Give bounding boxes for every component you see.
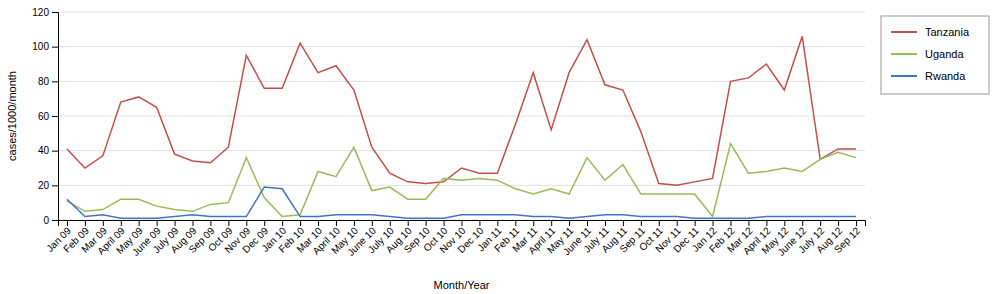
- x-tick-mark: [462, 220, 463, 226]
- plot-area: [67, 36, 856, 218]
- y-tick: 0: [43, 215, 58, 226]
- x-tick-mark: [731, 220, 732, 226]
- x-tick-mark: [193, 220, 194, 226]
- x-tick: Sep 12: [832, 220, 862, 255]
- x-tick-mark: [210, 220, 211, 226]
- series-line: [67, 187, 856, 218]
- legend-item: Rwanda: [891, 70, 966, 82]
- y-axis-title: cases/1000/month: [6, 71, 18, 161]
- x-tick-mark: [300, 220, 301, 226]
- x-tick-mark: [408, 220, 409, 226]
- x-tick-mark: [695, 220, 696, 226]
- x-tick-mark: [246, 220, 247, 226]
- legend-item: Tanzania: [891, 26, 970, 38]
- legend-item: Uganda: [891, 48, 964, 60]
- x-tick-mark: [67, 220, 68, 226]
- y-tick-mark: [52, 116, 58, 117]
- x-tick-mark: [318, 220, 319, 226]
- legend-label: Uganda: [925, 48, 964, 60]
- y-tick-mark: [52, 220, 58, 221]
- y-tick: 40: [38, 145, 58, 156]
- x-tick-mark: [121, 220, 122, 226]
- x-tick-mark: [372, 220, 373, 226]
- y-tick-label: 100: [32, 41, 49, 52]
- y-axis: 0 20 40 60 80 100 120: [32, 7, 58, 226]
- grid-line: [58, 46, 865, 47]
- x-tick-mark: [659, 220, 660, 226]
- x-tick-mark: [551, 220, 552, 226]
- x-tick-mark: [354, 220, 355, 226]
- legend-swatch: [891, 53, 917, 55]
- x-tick-mark: [103, 220, 104, 226]
- x-tick-mark: [677, 220, 678, 226]
- y-tick-label: 60: [38, 111, 50, 122]
- x-tick-mark: [139, 220, 140, 226]
- y-tick: 80: [38, 76, 58, 87]
- x-tick-mark: [623, 220, 624, 226]
- y-tick-label: 20: [38, 180, 50, 191]
- x-tick-mark: [282, 220, 283, 226]
- x-tick-mark: [336, 220, 337, 226]
- x-tick-mark: [479, 220, 480, 226]
- y-tick: 120: [32, 7, 58, 18]
- y-tick-mark: [52, 151, 58, 152]
- y-tick-mark: [52, 185, 58, 186]
- x-tick-mark: [856, 220, 857, 226]
- legend-label: Rwanda: [925, 70, 966, 82]
- grid-line: [58, 81, 865, 82]
- y-axis-line: [52, 13, 59, 221]
- y-tick: 20: [38, 180, 58, 191]
- x-axis: Jan 09Feb 09Mar 09April 09May 09June 09J…: [44, 220, 865, 258]
- x-tick-mark: [85, 220, 86, 226]
- y-tick: 60: [38, 111, 58, 122]
- x-tick-mark: [390, 220, 391, 226]
- x-tick-mark: [497, 220, 498, 226]
- x-tick-mark: [533, 220, 534, 226]
- x-tick-mark: [784, 220, 785, 226]
- x-tick-mark: [444, 220, 445, 226]
- grid: [58, 12, 865, 220]
- y-tick-mark: [52, 47, 58, 48]
- x-tick-mark: [426, 220, 427, 226]
- x-tick-mark: [175, 220, 176, 226]
- x-tick-mark: [157, 220, 158, 226]
- grid-line: [58, 116, 865, 117]
- y-tick: 100: [32, 41, 58, 52]
- x-tick-mark: [713, 220, 714, 226]
- y-tick-label: 120: [32, 7, 49, 18]
- x-tick-mark: [641, 220, 642, 226]
- x-tick-mark: [569, 220, 570, 226]
- x-tick-mark: [748, 220, 749, 226]
- x-axis-title: Month/Year: [434, 279, 490, 291]
- chart-container: 0 20 40 60 80 100 120 Jan 09Feb 09Mar 09April 0…: [0, 0, 1000, 294]
- x-tick-mark: [766, 220, 767, 226]
- x-tick-mark: [228, 220, 229, 226]
- x-tick-mark: [587, 220, 588, 226]
- x-tick-label: Sep 12: [832, 225, 862, 255]
- x-tick-mark: [515, 220, 516, 226]
- chart-svg: 0 20 40 60 80 100 120 Jan 09Feb 09Mar 09April 0…: [0, 0, 1000, 294]
- legend-swatch: [891, 31, 917, 33]
- y-tick-mark: [52, 81, 58, 82]
- legend-label: Tanzania: [925, 26, 970, 38]
- legend-box: [881, 16, 989, 94]
- y-tick-label: 0: [43, 215, 49, 226]
- y-tick-label: 40: [38, 145, 50, 156]
- x-tick-mark: [820, 220, 821, 226]
- x-tick-mark: [264, 220, 265, 226]
- grid-line: [58, 185, 865, 186]
- x-tick-mark: [605, 220, 606, 226]
- series-line: [67, 36, 856, 185]
- legend: Tanzania Uganda Rwanda: [881, 16, 989, 94]
- grid-line: [58, 150, 865, 151]
- x-axis-line: [59, 221, 866, 227]
- series-line: [67, 144, 856, 217]
- x-tick-mark: [802, 220, 803, 226]
- y-tick-label: 80: [38, 76, 50, 87]
- grid-line: [58, 12, 865, 13]
- x-tick-mark: [838, 220, 839, 226]
- y-tick-mark: [52, 12, 58, 13]
- legend-swatch: [891, 75, 917, 77]
